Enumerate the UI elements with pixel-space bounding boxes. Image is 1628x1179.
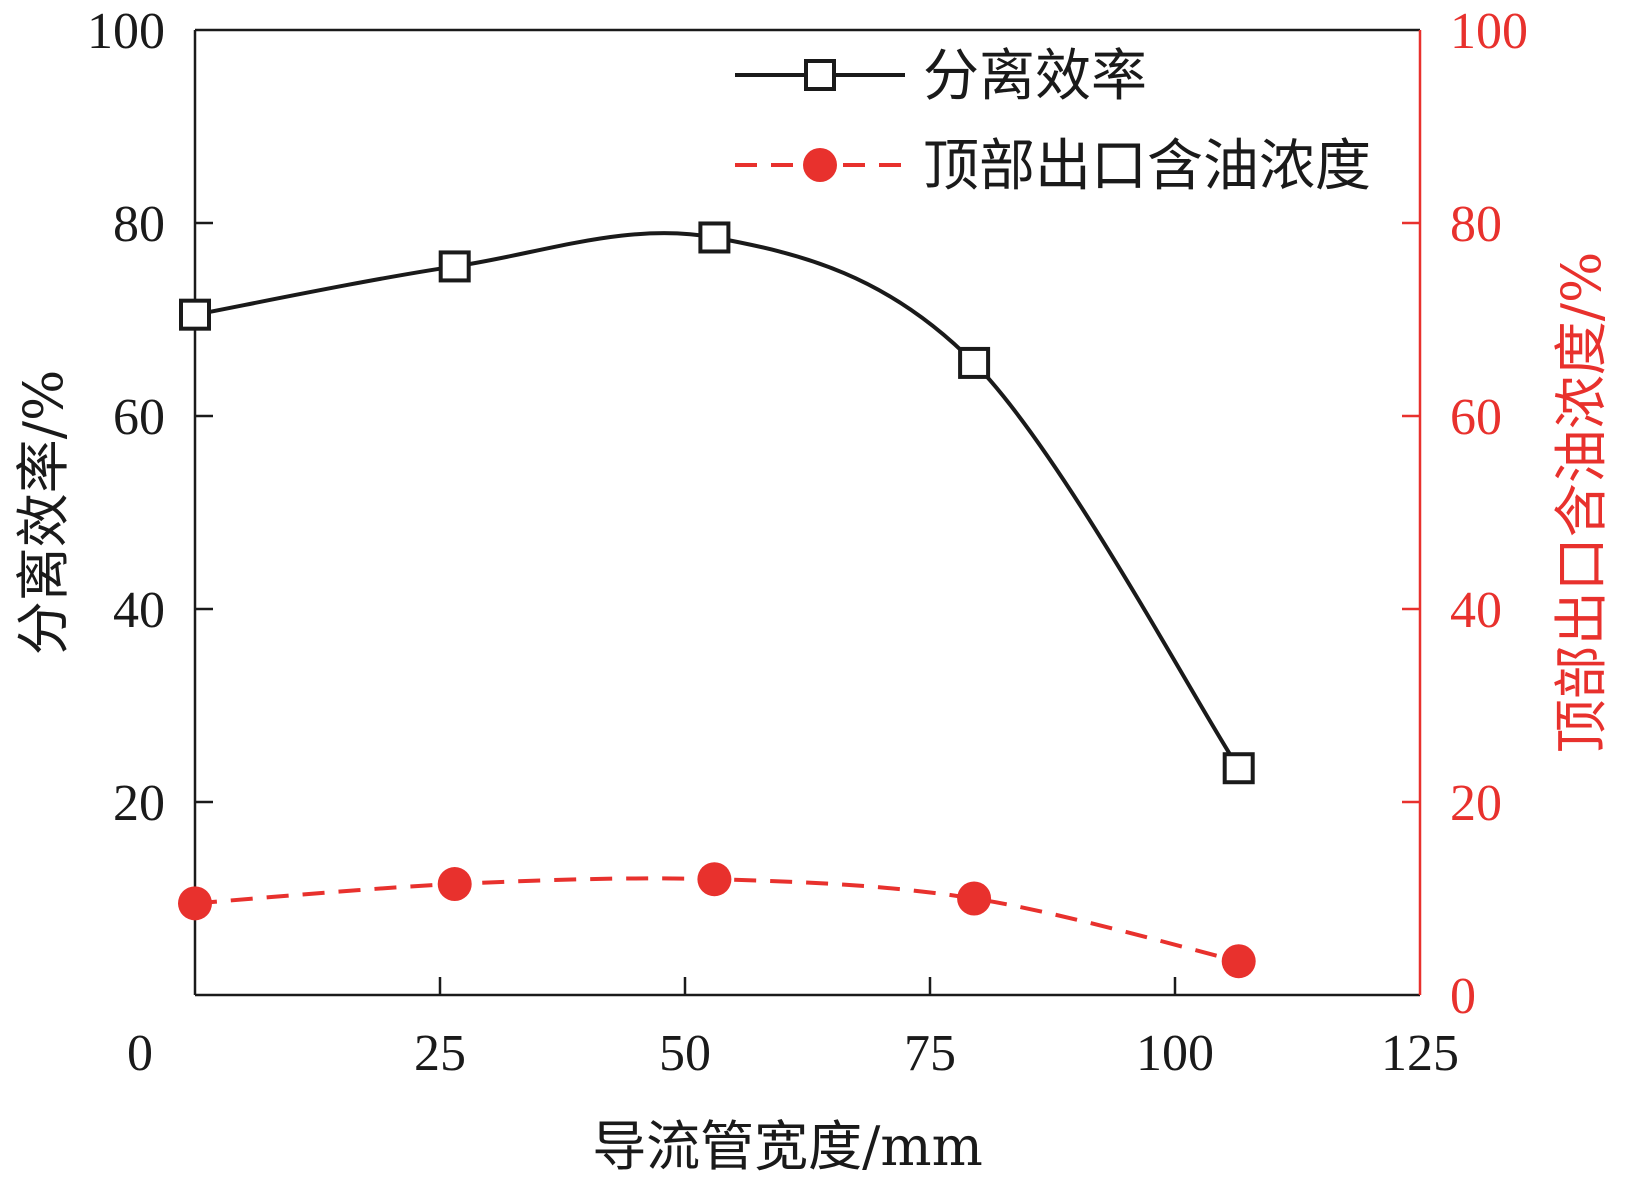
- legend-label-concentration: 顶部出口含油浓度: [923, 134, 1371, 199]
- y-left-tick-label: 40: [113, 582, 165, 639]
- data-point-circle: [437, 867, 472, 902]
- data-point-circle: [697, 862, 732, 897]
- y-left-tick-label: 60: [113, 389, 165, 446]
- y-right-tick-label: 60: [1450, 389, 1502, 446]
- x-tick-label: 50: [659, 1025, 711, 1082]
- y-right-tick-label: 40: [1450, 582, 1502, 639]
- axis-labels: 导流管宽度/mm 分离效率/% 顶部出口含油浓度/%: [12, 252, 1613, 1178]
- x-tick-label: 25: [414, 1025, 466, 1082]
- x-axis-title: 导流管宽度/mm: [592, 1115, 983, 1178]
- data-point-square: [1222, 752, 1255, 785]
- y-right-axis-title: 顶部出口含油浓度/%: [1550, 252, 1613, 754]
- y-left-tick-label: 100: [87, 3, 165, 60]
- series-group: [178, 221, 1256, 979]
- legend-label-efficiency: 分离效率: [923, 44, 1147, 109]
- data-point-circle: [178, 886, 212, 921]
- data-point-square: [958, 346, 991, 379]
- data-point-square: [698, 221, 731, 254]
- y-left-tick-label: 80: [113, 196, 165, 253]
- y-right-tick-label: 100: [1450, 3, 1528, 60]
- y-right-tick-label: 80: [1450, 196, 1502, 253]
- y-left-tick-label: 20: [113, 775, 165, 832]
- data-point-square: [179, 298, 211, 331]
- legend-marker-square: [804, 59, 836, 91]
- y-left-axis-title: 分离效率/%: [12, 370, 75, 656]
- x-tick-label: 75: [904, 1025, 956, 1082]
- data-point-square: [438, 250, 471, 283]
- y-right-tick-label: 20: [1450, 775, 1502, 832]
- axes-group: 0 25 50 75 100 125 20 40 60 80 100 0 20 40 60 80 100: [87, 3, 1528, 1082]
- y-right-tick-label: 0: [1450, 968, 1476, 1025]
- legend-marker-circle: [803, 148, 837, 182]
- x-tick-label: 125: [1381, 1025, 1459, 1082]
- data-point-circle: [957, 881, 992, 916]
- x-tick-label: 0: [127, 1025, 153, 1082]
- data-point-circle: [1221, 944, 1256, 979]
- series-line-0: [194, 231, 1241, 770]
- x-tick-label: 100: [1136, 1025, 1214, 1082]
